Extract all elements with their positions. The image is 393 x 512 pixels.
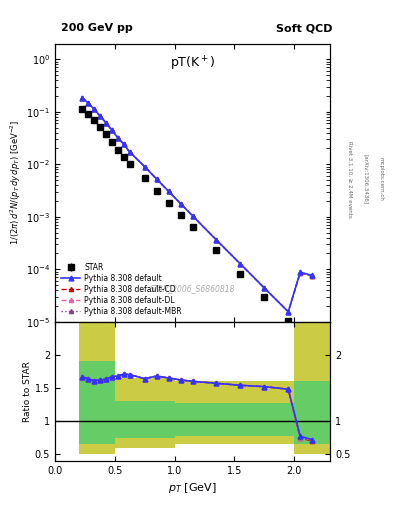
- Pythia 8.308 default: [298, 269, 303, 275]
- Pythia 8.308 default-CD: [79, 94, 84, 100]
- Legend: STAR, Pythia 8.308 default, Pythia 8.308 default-CD, Pythia 8.308 default-DL, Py: STAR, Pythia 8.308 default, Pythia 8.308…: [59, 261, 184, 318]
- Pythia 8.308 default: [110, 127, 114, 133]
- Pythia 8.308 default-DL: [103, 120, 108, 126]
- Pythia 8.308 default-CD: [116, 135, 120, 141]
- Pythia 8.308 default-DL: [190, 213, 195, 219]
- Pythia 8.308 default-CD: [310, 273, 314, 280]
- Pythia 8.308 default-DL: [178, 201, 183, 207]
- Pythia 8.308 default-MBR: [154, 176, 159, 182]
- Line: Pythia 8.308 default-DL: Pythia 8.308 default-DL: [80, 95, 314, 314]
- Pythia 8.308 default: [103, 120, 108, 126]
- Pythia 8.308 default-DL: [154, 176, 159, 182]
- Text: 200 GeV pp: 200 GeV pp: [61, 23, 133, 33]
- Pythia 8.308 default-CD: [178, 201, 183, 207]
- Pythia 8.308 default-MBR: [238, 261, 243, 267]
- Pythia 8.308 default-DL: [262, 285, 267, 291]
- Pythia 8.308 default-CD: [214, 237, 219, 243]
- X-axis label: $p_T$ [GeV]: $p_T$ [GeV]: [168, 481, 217, 495]
- Pythia 8.308 default: [310, 272, 314, 279]
- Pythia 8.308 default-MBR: [310, 273, 314, 279]
- Pythia 8.308 default-CD: [166, 188, 171, 195]
- Pythia 8.308 default-DL: [142, 164, 147, 170]
- Pythia 8.308 default-CD: [154, 176, 159, 182]
- Pythia 8.308 default-MBR: [86, 100, 90, 106]
- Pythia 8.308 default-DL: [298, 270, 303, 276]
- Pythia 8.308 default: [238, 261, 243, 267]
- Pythia 8.308 default-CD: [286, 309, 290, 315]
- Pythia 8.308 default: [166, 188, 171, 195]
- Text: [arXiv:1306.3436]: [arXiv:1306.3436]: [363, 154, 368, 204]
- Pythia 8.308 default-DL: [97, 113, 102, 119]
- Text: Soft QCD: Soft QCD: [275, 23, 332, 33]
- Line: Pythia 8.308 default: Pythia 8.308 default: [79, 95, 315, 314]
- Pythia 8.308 default-MBR: [190, 213, 195, 219]
- Pythia 8.308 default-MBR: [214, 237, 219, 243]
- Text: pT(K$^+$): pT(K$^+$): [170, 55, 215, 73]
- Pythia 8.308 default-MBR: [142, 164, 147, 170]
- Pythia 8.308 default-MBR: [127, 149, 132, 155]
- Pythia 8.308 default: [142, 164, 147, 170]
- Pythia 8.308 default-DL: [166, 188, 171, 195]
- Pythia 8.308 default: [97, 113, 102, 119]
- Pythia 8.308 default-DL: [286, 309, 290, 315]
- Text: mcplots.cern.ch: mcplots.cern.ch: [379, 157, 384, 201]
- Pythia 8.308 default: [190, 213, 195, 219]
- Y-axis label: Ratio to STAR: Ratio to STAR: [23, 361, 32, 422]
- Text: STAR_2006_S6860818: STAR_2006_S6860818: [150, 284, 235, 293]
- Pythia 8.308 default-CD: [127, 149, 132, 155]
- Pythia 8.308 default-DL: [116, 135, 120, 141]
- Line: Pythia 8.308 default-MBR: Pythia 8.308 default-MBR: [80, 95, 314, 314]
- Pythia 8.308 default-DL: [79, 94, 84, 100]
- Pythia 8.308 default-MBR: [92, 106, 96, 112]
- Y-axis label: $1/(2\pi)\,d^2N/(p_T\,dy\,dp_T)$ [GeV$^{-2}$]: $1/(2\pi)\,d^2N/(p_T\,dy\,dp_T)$ [GeV$^{…: [9, 120, 23, 245]
- Pythia 8.308 default: [214, 237, 219, 243]
- Pythia 8.308 default-MBR: [262, 285, 267, 291]
- Pythia 8.308 default-CD: [238, 261, 243, 267]
- Pythia 8.308 default: [127, 149, 132, 155]
- Line: Pythia 8.308 default-CD: Pythia 8.308 default-CD: [80, 95, 314, 314]
- Pythia 8.308 default-CD: [262, 285, 267, 291]
- Pythia 8.308 default-CD: [86, 100, 90, 106]
- Pythia 8.308 default-MBR: [286, 309, 290, 315]
- Pythia 8.308 default-CD: [121, 141, 126, 147]
- Pythia 8.308 default-CD: [298, 270, 303, 276]
- Pythia 8.308 default: [92, 106, 96, 112]
- Pythia 8.308 default: [154, 176, 159, 182]
- Pythia 8.308 default-CD: [190, 213, 195, 219]
- Pythia 8.308 default-DL: [92, 106, 96, 112]
- Pythia 8.308 default: [286, 309, 290, 315]
- Pythia 8.308 default: [121, 141, 126, 147]
- Pythia 8.308 default: [178, 201, 183, 207]
- Pythia 8.308 default: [262, 285, 267, 291]
- Pythia 8.308 default-DL: [127, 149, 132, 155]
- Pythia 8.308 default-DL: [238, 261, 243, 267]
- Pythia 8.308 default-MBR: [97, 113, 102, 119]
- Pythia 8.308 default-DL: [214, 237, 219, 243]
- Pythia 8.308 default-MBR: [110, 127, 114, 133]
- Pythia 8.308 default-MBR: [121, 141, 126, 147]
- Pythia 8.308 default: [86, 100, 90, 106]
- Pythia 8.308 default-CD: [103, 120, 108, 126]
- Pythia 8.308 default-DL: [121, 141, 126, 147]
- Pythia 8.308 default: [116, 135, 120, 141]
- Pythia 8.308 default: [79, 94, 84, 100]
- Pythia 8.308 default-MBR: [178, 201, 183, 207]
- Pythia 8.308 default-MBR: [298, 269, 303, 275]
- Pythia 8.308 default-CD: [142, 164, 147, 170]
- Pythia 8.308 default-CD: [92, 106, 96, 112]
- Pythia 8.308 default-MBR: [116, 135, 120, 141]
- Pythia 8.308 default-MBR: [79, 94, 84, 100]
- Pythia 8.308 default-MBR: [103, 120, 108, 126]
- Pythia 8.308 default-DL: [86, 100, 90, 106]
- Pythia 8.308 default-MBR: [166, 188, 171, 195]
- Pythia 8.308 default-DL: [110, 127, 114, 133]
- Pythia 8.308 default-DL: [310, 273, 314, 279]
- Text: Rivet 3.1.10, ≥ 2.4M events: Rivet 3.1.10, ≥ 2.4M events: [347, 141, 352, 218]
- Pythia 8.308 default-CD: [97, 113, 102, 119]
- Pythia 8.308 default-CD: [110, 127, 114, 133]
